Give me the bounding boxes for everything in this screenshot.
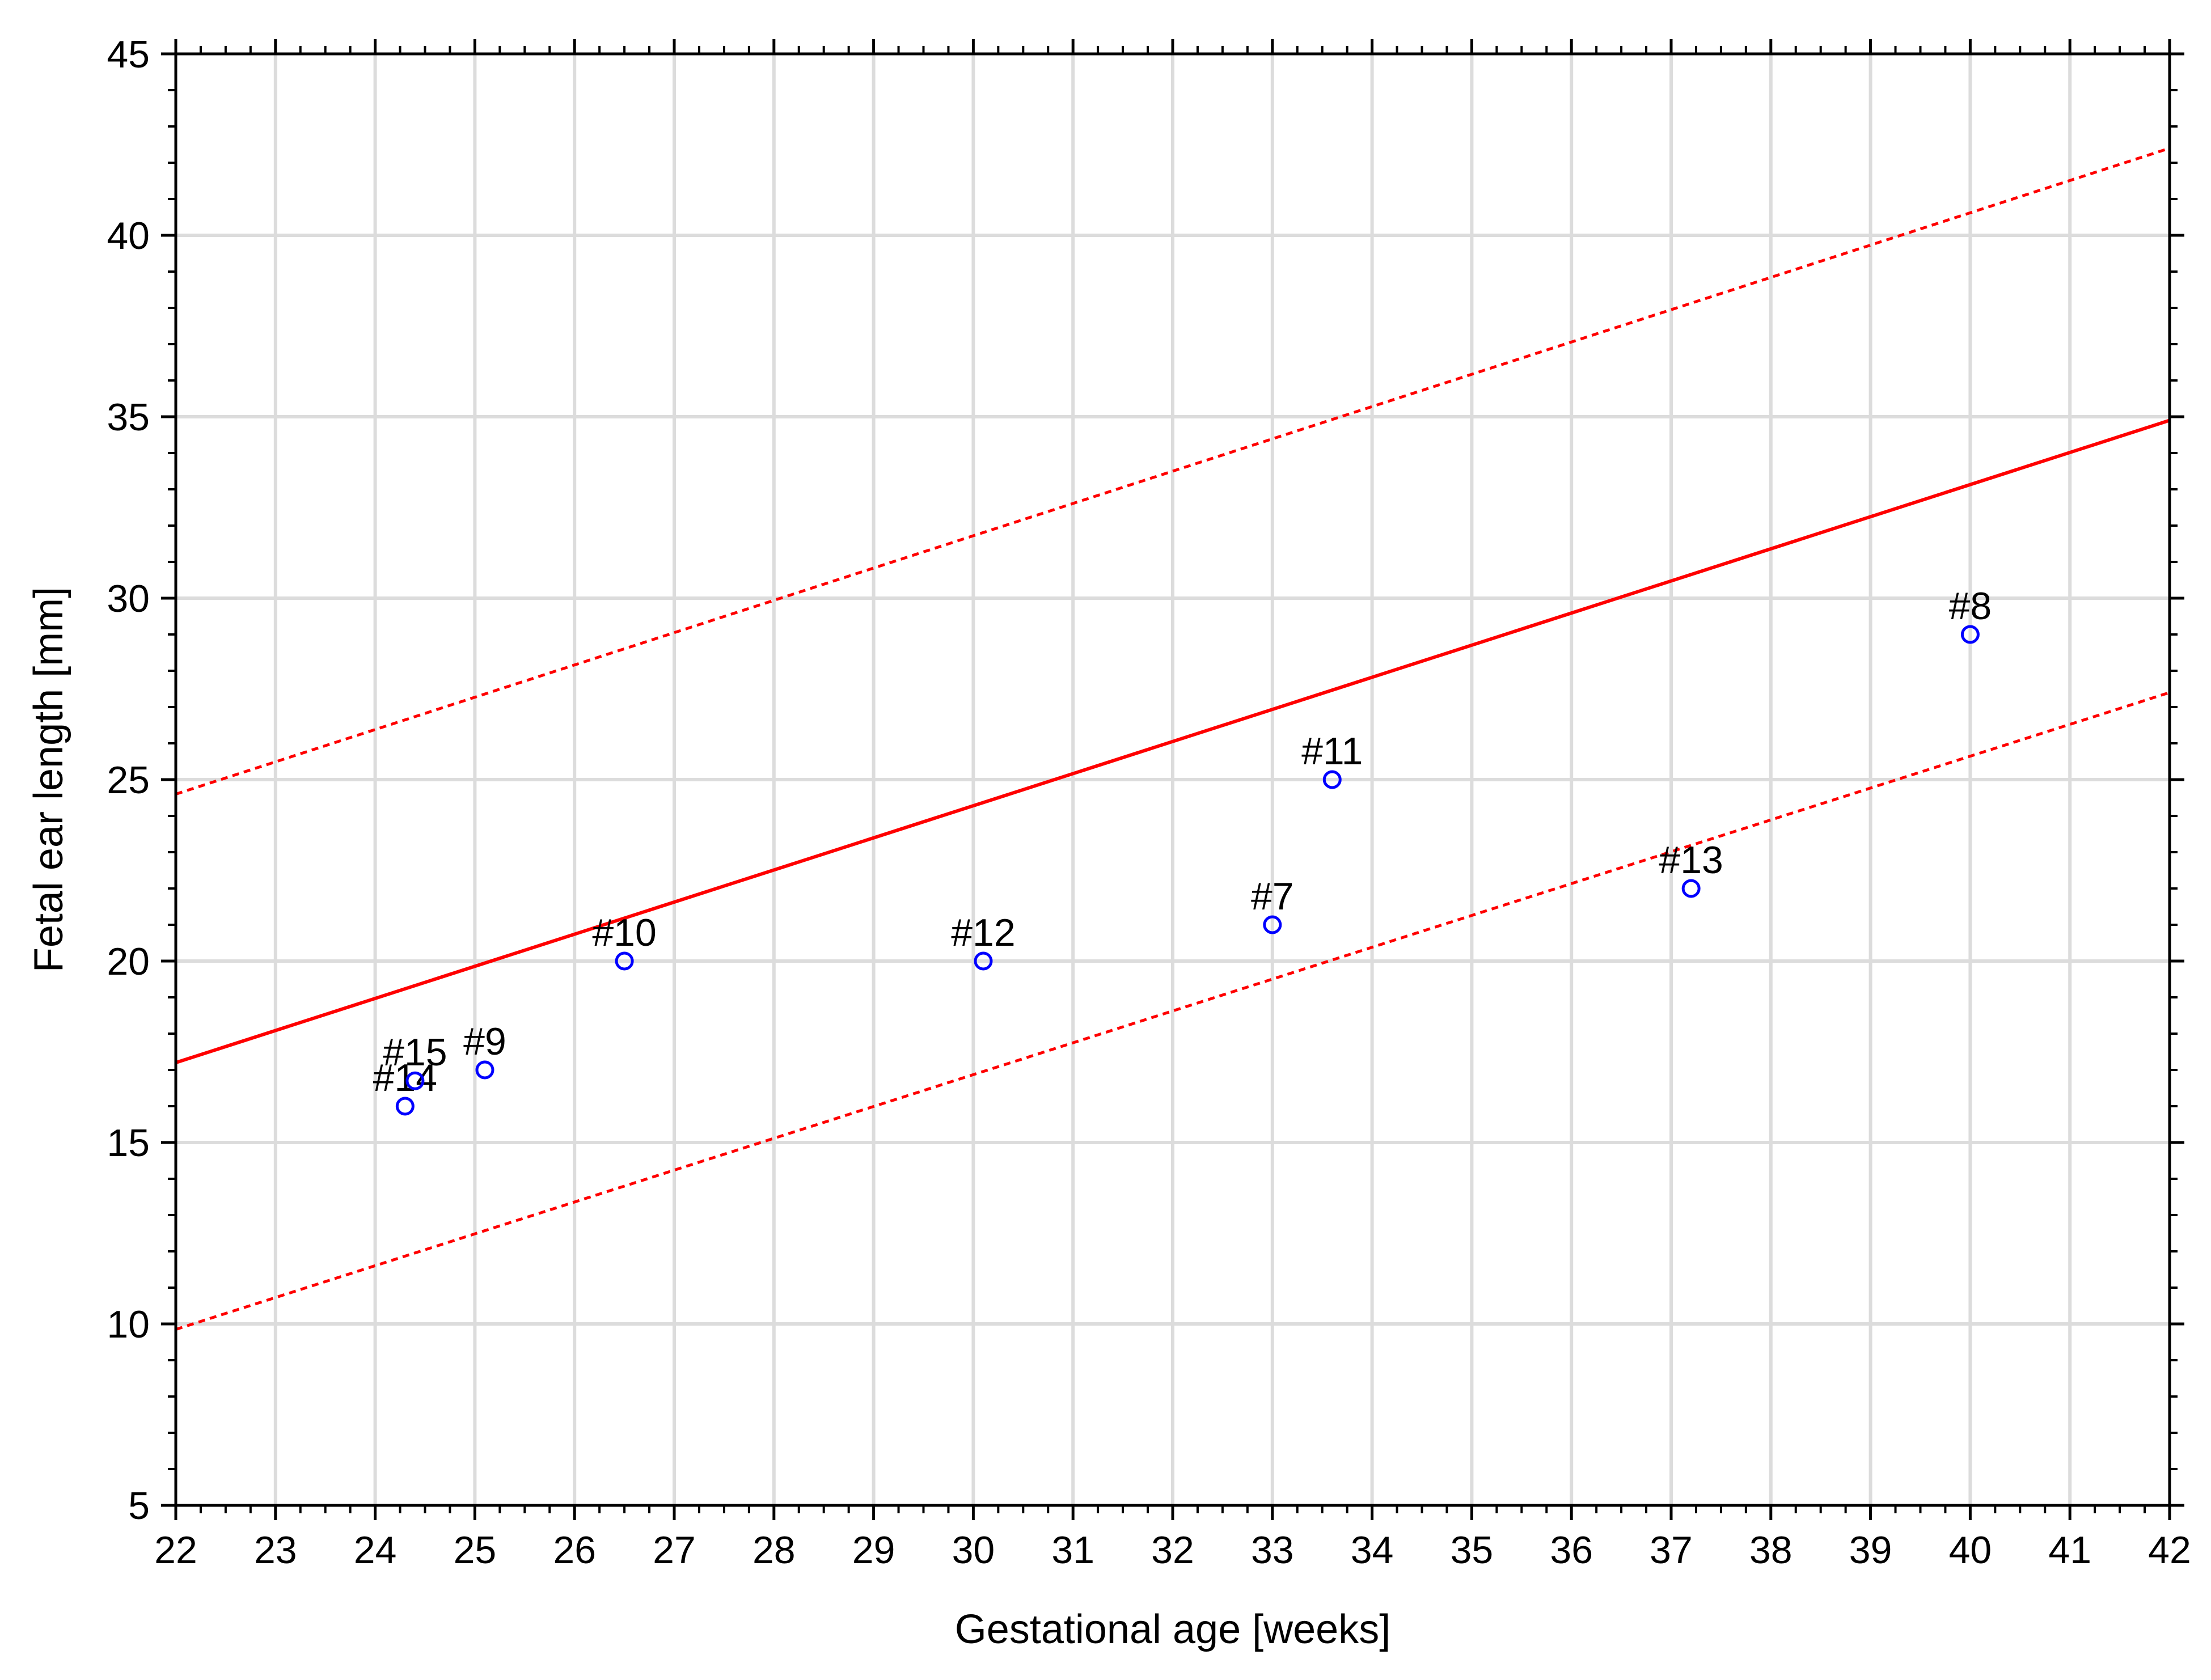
x-tick-label: 42: [2148, 1529, 2191, 1572]
point-label: #11: [1301, 730, 1363, 773]
data-point: [1681, 879, 1701, 898]
data-point: [475, 1060, 494, 1080]
y-tick-label: 5: [128, 1484, 150, 1527]
x-tick-label: 31: [1051, 1529, 1094, 1572]
y-tick-label: 40: [107, 214, 150, 257]
y-tick-label: 25: [107, 759, 150, 802]
x-tick-label: 25: [454, 1529, 497, 1572]
x-tick-label: 32: [1151, 1529, 1194, 1572]
data-point: [974, 951, 993, 971]
x-tick-label: 37: [1650, 1529, 1693, 1572]
data-point: [395, 1097, 415, 1116]
y-tick-label: 15: [107, 1122, 150, 1165]
x-tick-label: 24: [354, 1529, 397, 1572]
y-tick-label: 20: [107, 940, 150, 983]
x-tick-label: 23: [254, 1529, 297, 1572]
y-tick-label: 30: [107, 577, 150, 620]
data-points: #14#15 #9 #10 #12 #7 #11 #13 #8: [373, 585, 1992, 1116]
x-tick-label: 28: [752, 1529, 796, 1572]
data-point: [1322, 770, 1342, 789]
grid-lines: [176, 54, 2170, 1505]
x-tick-label: 30: [952, 1529, 995, 1572]
x-tick-label: 35: [1451, 1529, 1494, 1572]
y-tick-label: 10: [107, 1303, 150, 1346]
point-label: #15: [383, 1031, 447, 1074]
point-label: #12: [951, 911, 1015, 954]
y-axis-title: Fetal ear length [mm]: [26, 587, 71, 972]
point-label: #10: [592, 911, 656, 954]
x-tick-label: 41: [2048, 1529, 2091, 1572]
point-label: #7: [1251, 875, 1294, 918]
point-label: #14: [373, 1056, 437, 1099]
tick-labels: 22 23 24 25 26 27 28 29 30 31 32 33 34 35 36 37 38 39 40 41…: [107, 33, 2191, 1572]
x-tick-label: 26: [553, 1529, 596, 1572]
confidence-bound-line: [176, 147, 2170, 795]
x-tick-label: 36: [1550, 1529, 1593, 1572]
x-tick-label: 39: [1849, 1529, 1892, 1572]
x-axis-title: Gestational age [weeks]: [955, 1607, 1390, 1652]
data-point: [1960, 625, 1980, 644]
point-label: #9: [463, 1020, 506, 1063]
x-tick-label: 38: [1749, 1529, 1793, 1572]
axes: [161, 39, 2184, 1520]
y-tick-label: 45: [107, 33, 150, 76]
y-tick-label: 35: [107, 396, 150, 439]
x-tick-label: 33: [1251, 1529, 1294, 1572]
point-label: #8: [1949, 585, 1992, 628]
x-tick-label: 29: [852, 1529, 895, 1572]
confidence-bound-line: [176, 691, 2170, 1331]
x-tick-label: 34: [1351, 1529, 1394, 1572]
regression-lines: [176, 147, 2170, 1331]
data-point: [405, 1071, 425, 1090]
regression-line: [176, 418, 2170, 1065]
x-tick-label: 40: [1949, 1529, 1992, 1572]
x-tick-label: 27: [653, 1529, 696, 1572]
data-point: [615, 951, 634, 971]
x-tick-label: 22: [154, 1529, 197, 1572]
data-point: [1263, 915, 1282, 934]
point-label: #13: [1659, 839, 1723, 882]
